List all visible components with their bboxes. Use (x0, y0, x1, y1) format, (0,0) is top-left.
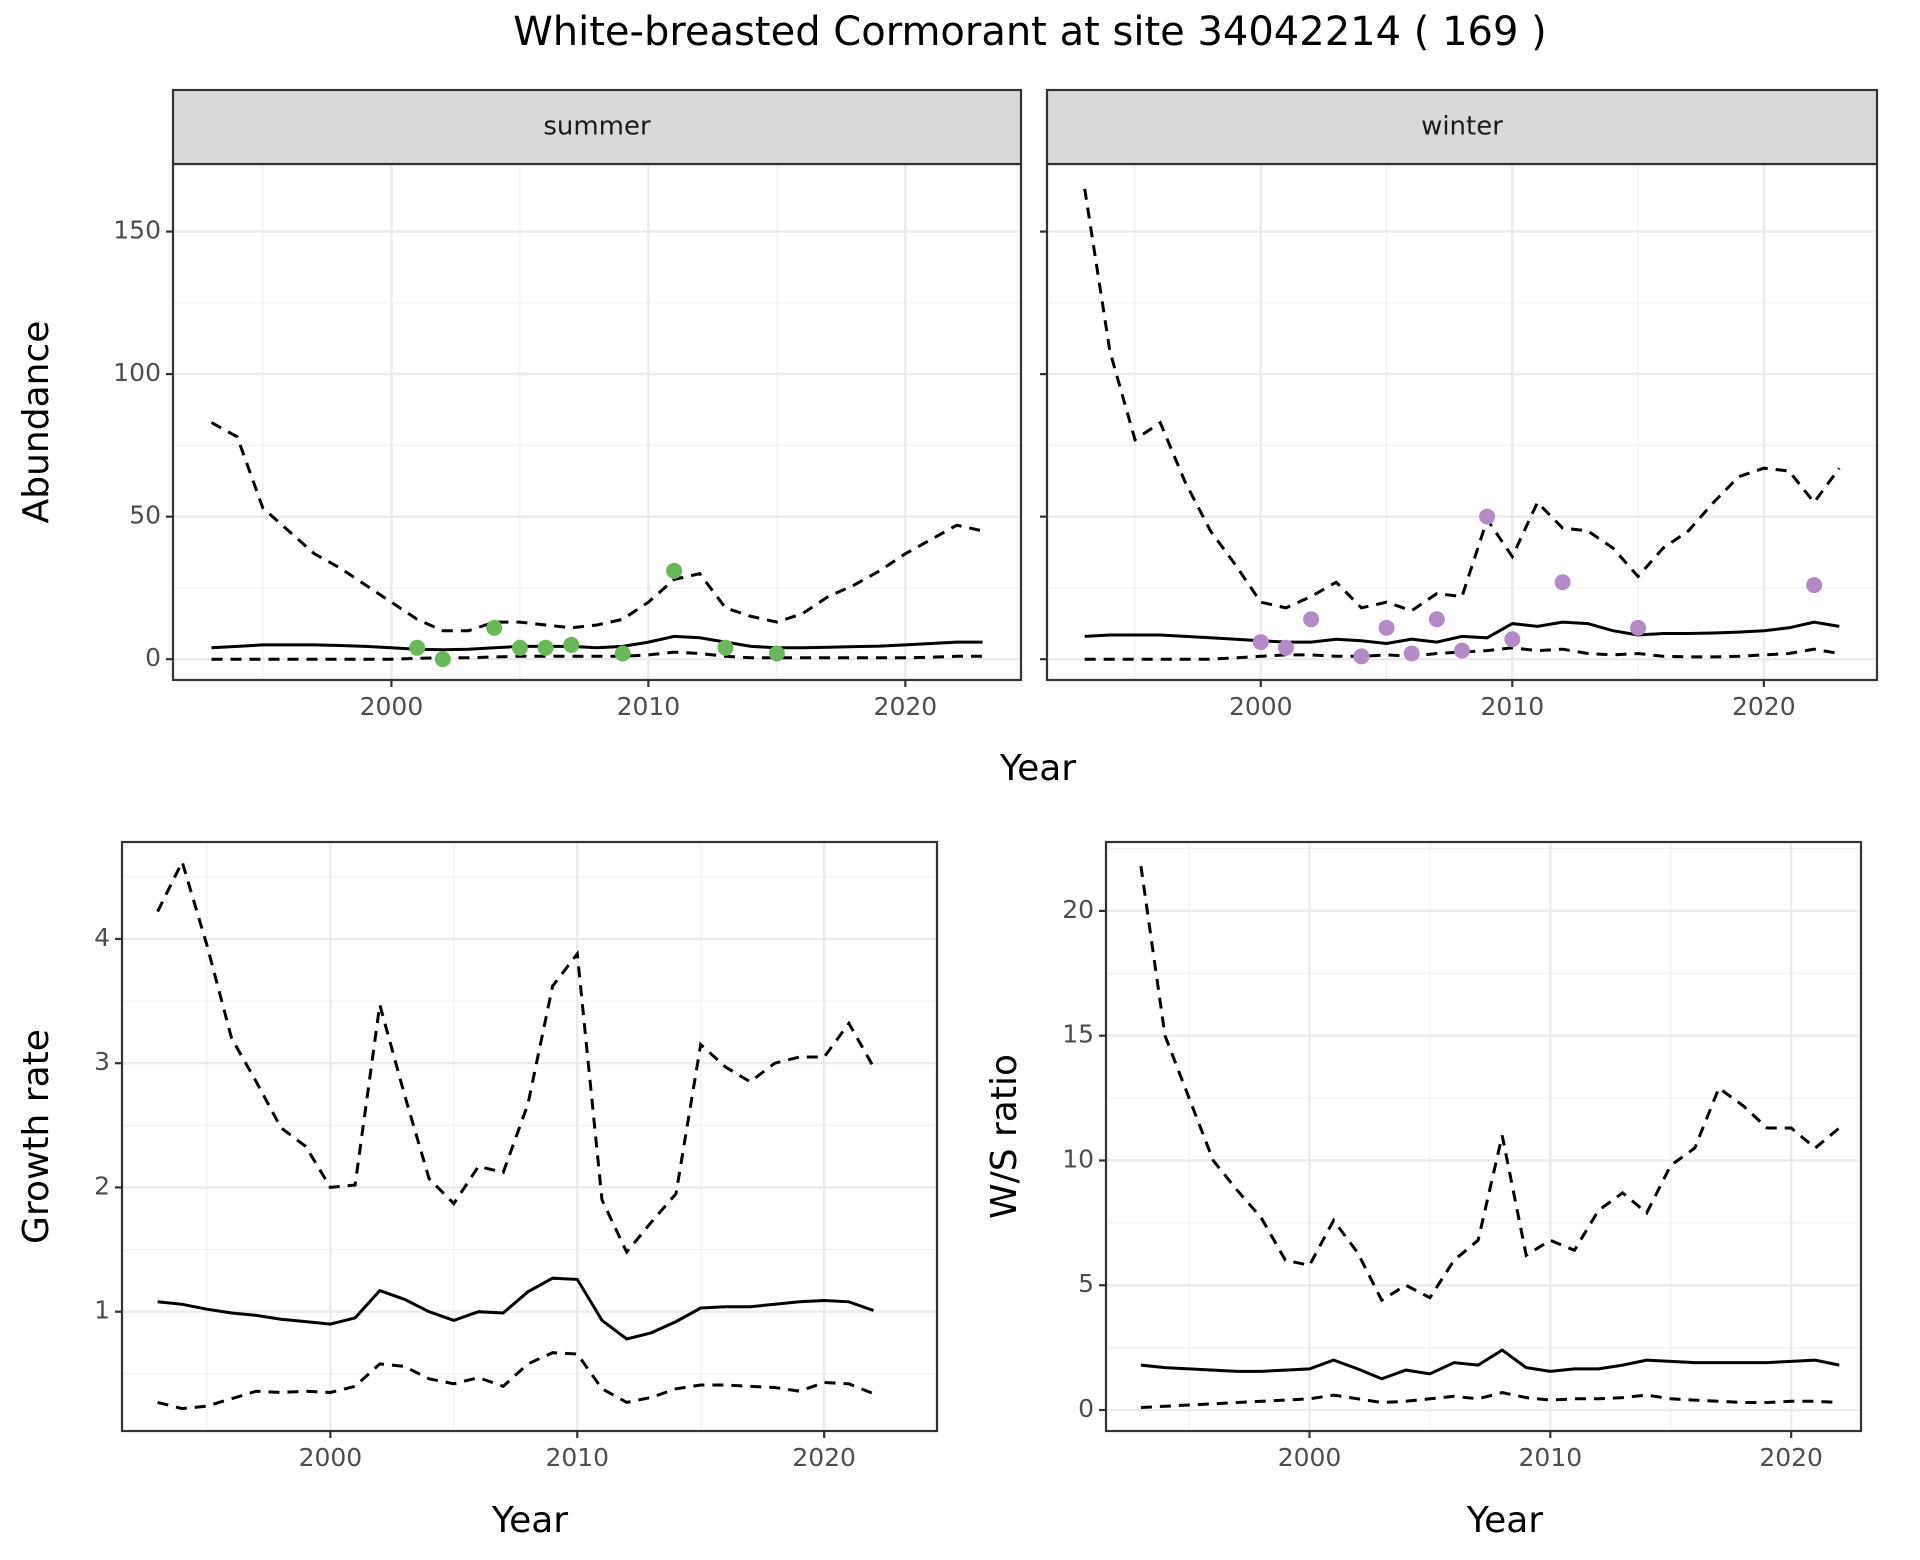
y-tick-label: 0 (1078, 1394, 1094, 1423)
panel-border (1104, 840, 1863, 1433)
data-point (1428, 611, 1445, 628)
x-axis-title: Year (491, 1500, 568, 1541)
strip (171, 88, 1023, 166)
data-point (717, 639, 734, 656)
data-point (1277, 639, 1294, 656)
data-point (1554, 574, 1571, 591)
x-tick-label: 2000 (1229, 692, 1293, 721)
series-line (211, 634, 983, 652)
panel-border (120, 840, 939, 1433)
data-point (486, 619, 503, 636)
x-tick-label: 2020 (792, 1443, 856, 1472)
y-tick-label: 20 (1062, 895, 1094, 924)
x-tick-label: 2010 (617, 692, 681, 721)
panel-background (173, 164, 1021, 680)
x-axis-title: Year (1466, 1500, 1543, 1541)
data-point (666, 562, 683, 579)
x-tick-label: 2000 (360, 692, 424, 721)
series-line (1084, 620, 1840, 646)
y-tick-label: 2 (94, 1171, 110, 1200)
y-tick-label: 4 (94, 923, 110, 952)
strip (1045, 88, 1879, 166)
strip-label: summer (543, 112, 651, 142)
x-tick-label: 2010 (1480, 692, 1544, 721)
y-axis-title: Growth rate (16, 1029, 57, 1244)
data-point (1353, 648, 1370, 665)
x-tick-label: 2000 (299, 1443, 363, 1472)
data-point (537, 639, 554, 656)
series-line (1140, 1348, 1840, 1381)
figure-title: White-breasted Cormorant at site 3404221… (513, 9, 1547, 55)
series-line (1139, 865, 1841, 1303)
data-point (409, 639, 426, 656)
data-point (614, 645, 631, 662)
series-line (156, 857, 875, 1255)
data-point (1378, 619, 1395, 636)
y-tick-label: 15 (1062, 1020, 1094, 1049)
data-point (434, 651, 451, 668)
data-point (1454, 642, 1470, 659)
y-axis-title: W/S ratio (984, 1054, 1025, 1219)
y-axis-title: Abundance (16, 321, 57, 524)
series-line (1140, 1391, 1840, 1409)
data-point (511, 639, 528, 656)
y-tick-label: 3 (94, 1047, 110, 1076)
data-point (1630, 619, 1647, 636)
y-tick-label: 1 (94, 1296, 110, 1325)
panel-background (1106, 842, 1861, 1431)
x-tick-label: 2010 (1519, 1443, 1583, 1472)
y-tick-label: 10 (1062, 1144, 1094, 1173)
data-point (1806, 577, 1823, 594)
series-line (157, 1351, 875, 1411)
data-point (1504, 631, 1521, 648)
x-tick-label: 2020 (1732, 692, 1796, 721)
series-line (157, 1276, 875, 1341)
panel-background (122, 842, 937, 1431)
y-tick-label: 50 (129, 501, 161, 530)
strip-label: winter (1421, 112, 1503, 142)
data-point (1403, 645, 1420, 662)
data-point (1252, 634, 1269, 651)
x-tick-label: 2020 (874, 692, 938, 721)
x-tick-label: 2010 (545, 1443, 609, 1472)
y-tick-label: 0 (145, 643, 161, 672)
x-tick-label: 2000 (1278, 1443, 1342, 1472)
series-line (210, 421, 983, 633)
data-point (1303, 611, 1320, 628)
y-tick-label: 150 (113, 216, 161, 245)
x-axis-title: Year (999, 748, 1076, 789)
series-line (211, 650, 983, 661)
series-line (1084, 646, 1840, 661)
data-point (1479, 508, 1496, 525)
y-tick-label: 5 (1078, 1269, 1094, 1298)
data-point (768, 645, 785, 662)
y-tick-label: 100 (113, 358, 161, 387)
data-point (563, 636, 580, 653)
panel-background (1047, 164, 1877, 680)
x-tick-label: 2020 (1759, 1443, 1823, 1472)
series-line (1083, 188, 1841, 613)
